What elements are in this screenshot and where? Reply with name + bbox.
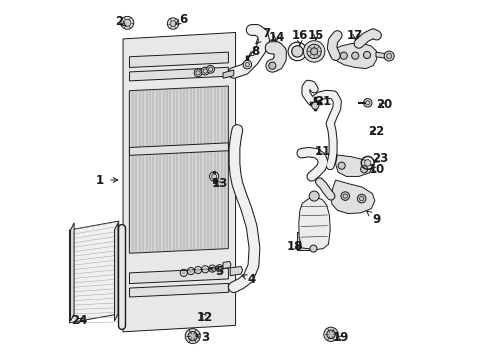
Circle shape	[188, 332, 197, 341]
Text: 6: 6	[175, 13, 187, 26]
Text: 15: 15	[307, 29, 324, 42]
Circle shape	[210, 267, 214, 270]
Circle shape	[170, 21, 176, 26]
Circle shape	[309, 245, 316, 252]
Text: 5: 5	[209, 265, 223, 278]
Circle shape	[326, 330, 335, 339]
Circle shape	[203, 69, 207, 73]
Polygon shape	[335, 155, 372, 176]
Circle shape	[308, 191, 319, 201]
Text: 12: 12	[197, 311, 213, 324]
Circle shape	[363, 51, 370, 59]
Circle shape	[268, 62, 275, 69]
Circle shape	[206, 65, 214, 73]
Circle shape	[340, 192, 349, 201]
Text: 8: 8	[248, 45, 259, 58]
Circle shape	[343, 194, 346, 198]
Circle shape	[208, 67, 212, 71]
Polygon shape	[129, 86, 228, 253]
Polygon shape	[69, 221, 119, 323]
Circle shape	[217, 266, 221, 270]
Polygon shape	[123, 32, 235, 332]
Polygon shape	[129, 143, 228, 156]
Text: 22: 22	[368, 125, 384, 138]
Text: 21: 21	[314, 95, 330, 108]
Circle shape	[306, 44, 321, 59]
Text: 1: 1	[96, 174, 118, 186]
Circle shape	[265, 59, 278, 72]
Circle shape	[185, 329, 200, 343]
Circle shape	[167, 18, 179, 29]
Circle shape	[201, 67, 209, 75]
Circle shape	[203, 267, 206, 271]
Circle shape	[121, 17, 134, 29]
Circle shape	[211, 174, 216, 179]
Circle shape	[310, 48, 317, 55]
Circle shape	[196, 71, 200, 75]
Text: 7: 7	[255, 27, 269, 44]
Circle shape	[244, 63, 249, 67]
Circle shape	[360, 166, 367, 173]
Circle shape	[384, 51, 393, 61]
Circle shape	[357, 194, 365, 203]
Text: 16: 16	[291, 29, 307, 45]
Polygon shape	[129, 67, 228, 81]
Circle shape	[340, 52, 346, 59]
Circle shape	[359, 197, 363, 201]
Circle shape	[303, 41, 324, 62]
Text: 2: 2	[115, 14, 125, 27]
Text: 23: 23	[371, 152, 387, 165]
Circle shape	[196, 268, 200, 272]
Circle shape	[351, 52, 358, 59]
Polygon shape	[375, 52, 388, 59]
Circle shape	[323, 327, 337, 342]
Circle shape	[364, 159, 370, 166]
Polygon shape	[223, 70, 233, 78]
Polygon shape	[297, 232, 301, 249]
Polygon shape	[297, 245, 310, 249]
Text: 17: 17	[346, 29, 363, 42]
Circle shape	[311, 102, 318, 109]
Text: 11: 11	[314, 145, 330, 158]
Polygon shape	[114, 223, 118, 321]
Text: 4: 4	[242, 273, 255, 286]
Polygon shape	[223, 261, 230, 269]
Text: 24: 24	[71, 314, 87, 327]
Text: 18: 18	[286, 240, 302, 253]
Circle shape	[209, 172, 218, 181]
Polygon shape	[70, 223, 74, 321]
Circle shape	[291, 46, 303, 57]
Circle shape	[243, 60, 251, 69]
Text: 13: 13	[211, 177, 227, 190]
Circle shape	[363, 99, 371, 107]
Circle shape	[386, 54, 391, 59]
Polygon shape	[329, 44, 376, 68]
Circle shape	[365, 101, 369, 105]
Text: 9: 9	[366, 211, 380, 226]
Text: 3: 3	[195, 332, 209, 345]
Text: 19: 19	[332, 332, 348, 345]
Polygon shape	[129, 268, 228, 284]
Text: 10: 10	[368, 163, 384, 176]
Circle shape	[194, 69, 202, 77]
Circle shape	[182, 271, 185, 275]
Polygon shape	[230, 266, 242, 276]
Circle shape	[123, 19, 131, 26]
Text: 14: 14	[268, 31, 284, 44]
Polygon shape	[330, 180, 374, 213]
Circle shape	[337, 162, 345, 169]
Circle shape	[189, 269, 192, 273]
Polygon shape	[129, 283, 228, 297]
Polygon shape	[298, 197, 329, 249]
Text: 20: 20	[375, 99, 391, 112]
Polygon shape	[129, 52, 228, 67]
